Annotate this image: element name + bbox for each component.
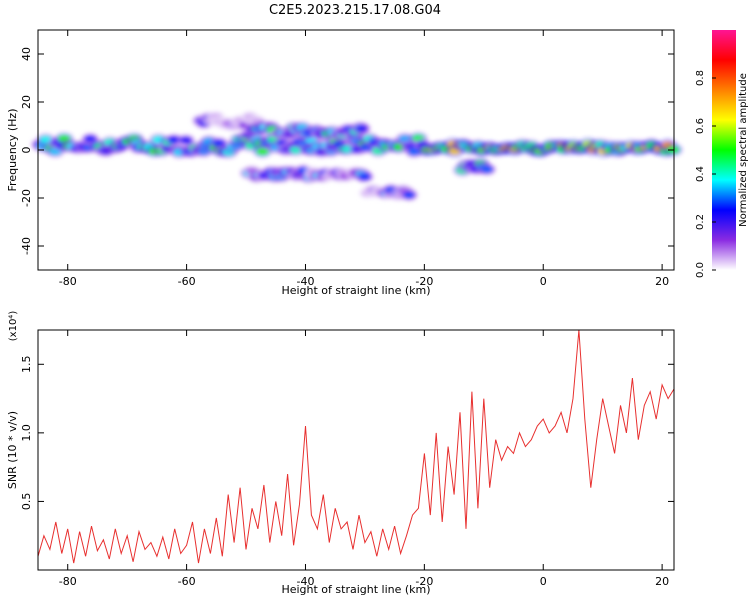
snr-x-ticks: -80 -60 -40 -20 0 20 bbox=[59, 330, 669, 588]
x-tick-label: -60 bbox=[178, 575, 196, 588]
figure-title: C2E5.2023.215.17.08.G04 bbox=[269, 3, 441, 18]
colorbar-tick-label: 0.2 bbox=[695, 214, 706, 230]
y-tick-label: -40 bbox=[20, 237, 33, 255]
snr-y-ticks: 0.5 1.0 1.5 bbox=[20, 356, 674, 511]
x-tick-label: 20 bbox=[655, 275, 669, 288]
colorbar-tick-label: 0.8 bbox=[695, 70, 706, 86]
heatmap-blob-core bbox=[179, 136, 192, 144]
heatmap-blob-core bbox=[480, 165, 493, 173]
x-tick-label: 0 bbox=[540, 275, 547, 288]
y-tick-label: 20 bbox=[20, 95, 33, 109]
heatmap-blob-core bbox=[402, 191, 415, 199]
colorbar-gradient bbox=[712, 30, 736, 270]
heatmap-blob-core bbox=[256, 147, 269, 155]
y-tick-label: 1.5 bbox=[20, 356, 33, 374]
spectrogram-panel: -80 -60 -40 -20 0 20 -40 -20 0 20 40 Height of st… bbox=[6, 29, 683, 297]
colorbar-tick-label: 0.6 bbox=[695, 118, 706, 134]
colorbar-tick-label: 0.0 bbox=[695, 262, 706, 278]
heatmap-blob-core bbox=[358, 173, 371, 181]
colorbar-label: Normalized spectral amplitude bbox=[738, 73, 749, 227]
colorbar-ticks: 0.0 0.2 0.4 0.6 0.8 bbox=[695, 70, 716, 278]
y-tick-label: 1.0 bbox=[20, 424, 33, 442]
heatmap-blob-core bbox=[212, 139, 225, 147]
colorbar-tick-label: 0.4 bbox=[695, 166, 706, 182]
y-tick-label: 0 bbox=[20, 147, 33, 154]
spectrogram-x-ticks: -80 -60 -40 -20 0 20 bbox=[59, 30, 669, 288]
x-tick-label: -80 bbox=[59, 275, 77, 288]
heatmap-blob-core bbox=[168, 136, 181, 144]
x-tick-label: -40 bbox=[296, 575, 314, 588]
x-tick-label: -20 bbox=[415, 575, 433, 588]
heatmap-blob-core bbox=[355, 125, 368, 133]
y-tick-label: 40 bbox=[20, 47, 33, 61]
spectrogram-y-ticks: -40 -20 0 20 40 bbox=[20, 47, 674, 255]
colorbar: 0.0 0.2 0.4 0.6 0.8 Normalized spectral ampl… bbox=[695, 30, 749, 278]
x-tick-label: 0 bbox=[540, 575, 547, 588]
snr-frame bbox=[37, 329, 675, 571]
y-tick-label: 0.5 bbox=[20, 493, 33, 511]
snr-panel: -80 -60 -40 -20 0 20 0.5 1.0 1.5 Height of stra… bbox=[6, 311, 675, 596]
snr-x-label: Height of straight line (km) bbox=[281, 583, 430, 596]
y-tick-label: -20 bbox=[20, 189, 33, 207]
spectrogram-y-label: Frequency (Hz) bbox=[6, 109, 19, 192]
x-tick-label: -40 bbox=[296, 275, 314, 288]
spectrogram-x-label: Height of straight line (km) bbox=[281, 284, 430, 297]
x-tick-label: -20 bbox=[415, 275, 433, 288]
snr-y-label: SNR (10 * v/v) bbox=[6, 411, 19, 489]
x-tick-label: 20 bbox=[655, 575, 669, 588]
snr-y-multiplier: (x10⁴) bbox=[8, 311, 19, 342]
snr-series-line bbox=[37, 329, 675, 564]
x-tick-label: -60 bbox=[178, 275, 196, 288]
x-tick-label: -80 bbox=[59, 575, 77, 588]
heatmap-layer bbox=[30, 110, 683, 202]
